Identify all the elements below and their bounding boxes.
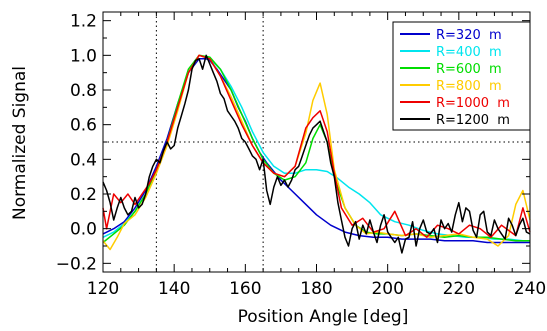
x-tick-label: 220 <box>443 279 475 299</box>
reference-lines <box>103 12 530 272</box>
y-axis-title: Normalized Signal <box>10 66 30 220</box>
series-lines <box>102 54 531 254</box>
legend-label-6: R=1200 m <box>436 113 510 128</box>
y-tick-label: 0.2 <box>70 185 97 205</box>
legend-label-4: R=800 m <box>436 79 502 94</box>
y-tick-label: 0.8 <box>70 81 97 101</box>
y-tick-label: 1.0 <box>70 46 97 66</box>
x-tick-label: 120 <box>87 279 119 299</box>
legend-box <box>392 21 531 131</box>
x-tick-label: 200 <box>371 279 403 299</box>
y-tick-label: −0.2 <box>56 254 97 274</box>
y-tick-label: 0.0 <box>70 220 97 240</box>
legend-label-1: R=320 m <box>436 28 502 43</box>
x-tick-label: 160 <box>229 279 261 299</box>
legend-label-3: R=600 m <box>436 62 502 77</box>
legend: R=320 m R=400 m R=600 m R=800 m R=1000 m R=12… <box>392 21 531 131</box>
x-tick-label: 140 <box>158 279 190 299</box>
series-line-5 <box>102 54 531 239</box>
series-line-4 <box>102 54 531 251</box>
y-tick-label: 0.4 <box>70 150 97 170</box>
x-tick-label: 180 <box>300 279 332 299</box>
series-line-6 <box>102 54 531 254</box>
legend-label-2: R=400 m <box>436 45 502 60</box>
legend-label-5: R=1000 m <box>436 96 510 111</box>
tick-labels: 120 140 160 180 200 220 240 −0.2 0.0 0.2 0.4 0.6 0.8… <box>56 12 547 299</box>
y-tick-label: 1.2 <box>70 12 97 32</box>
x-tick-label: 240 <box>514 279 546 299</box>
x-axis-title: Position Angle [deg] <box>238 307 409 327</box>
y-tick-label: 0.6 <box>70 116 97 136</box>
